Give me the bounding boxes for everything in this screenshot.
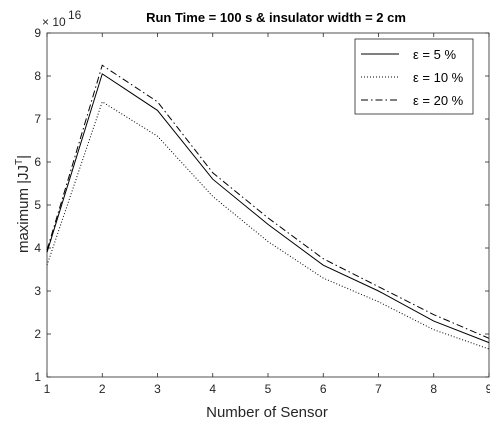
y-tick-label: 9 (34, 26, 41, 40)
x-tick-label: 6 (320, 382, 327, 396)
legend-label: ε = 5 % (413, 47, 456, 62)
y-tick-label: 2 (34, 327, 41, 341)
y-axis-label-superscript: T (14, 159, 25, 165)
legend-label: ε = 20 % (413, 93, 464, 108)
y-axis-label-end: | (15, 155, 32, 159)
legend-label: ε = 10 % (413, 70, 464, 85)
y-multiplier: × 10 16 (42, 8, 82, 29)
y-tick-label: 7 (34, 112, 41, 126)
x-tick-label: 3 (154, 382, 161, 396)
y-tick-label: 4 (34, 241, 41, 255)
legend-box (354, 38, 474, 115)
x-tick-label: 5 (265, 382, 272, 396)
y-tick-label: 3 (34, 284, 41, 298)
legend: ε = 5 % ε = 10 % ε = 20 % (354, 38, 474, 115)
x-tick-label: 9 (486, 382, 490, 396)
y-tick-label: 8 (34, 69, 41, 83)
y-multiplier-base: × 10 (42, 15, 66, 29)
series-line-3 (46, 64, 490, 339)
x-tick-label: 2 (99, 382, 106, 396)
series-line-2 (46, 101, 490, 350)
x-axis-label: Number of Sensor (206, 404, 328, 421)
x-axis-label-group: Number of Sensor (206, 404, 328, 421)
x-tick-label: 4 (209, 382, 216, 396)
x-tick-label: 1 (44, 382, 51, 396)
x-tick-label: 8 (430, 382, 437, 396)
series-line-1 (46, 73, 490, 344)
x-tick-label: 7 (375, 382, 382, 396)
y-axis-label-group: maximum |JJT| (14, 155, 32, 253)
y-axis-label: maximum |JJ (15, 165, 32, 253)
y-tick-label: 5 (34, 198, 41, 212)
svg-text:maximum |JJT|: maximum |JJT| (14, 155, 32, 253)
y-tick-label: 1 (34, 370, 41, 384)
y-multiplier-exponent: 16 (68, 8, 82, 22)
y-tick-label: 6 (34, 155, 41, 169)
chart-title: Run Time = 100 s & insulator width = 2 c… (146, 10, 406, 25)
